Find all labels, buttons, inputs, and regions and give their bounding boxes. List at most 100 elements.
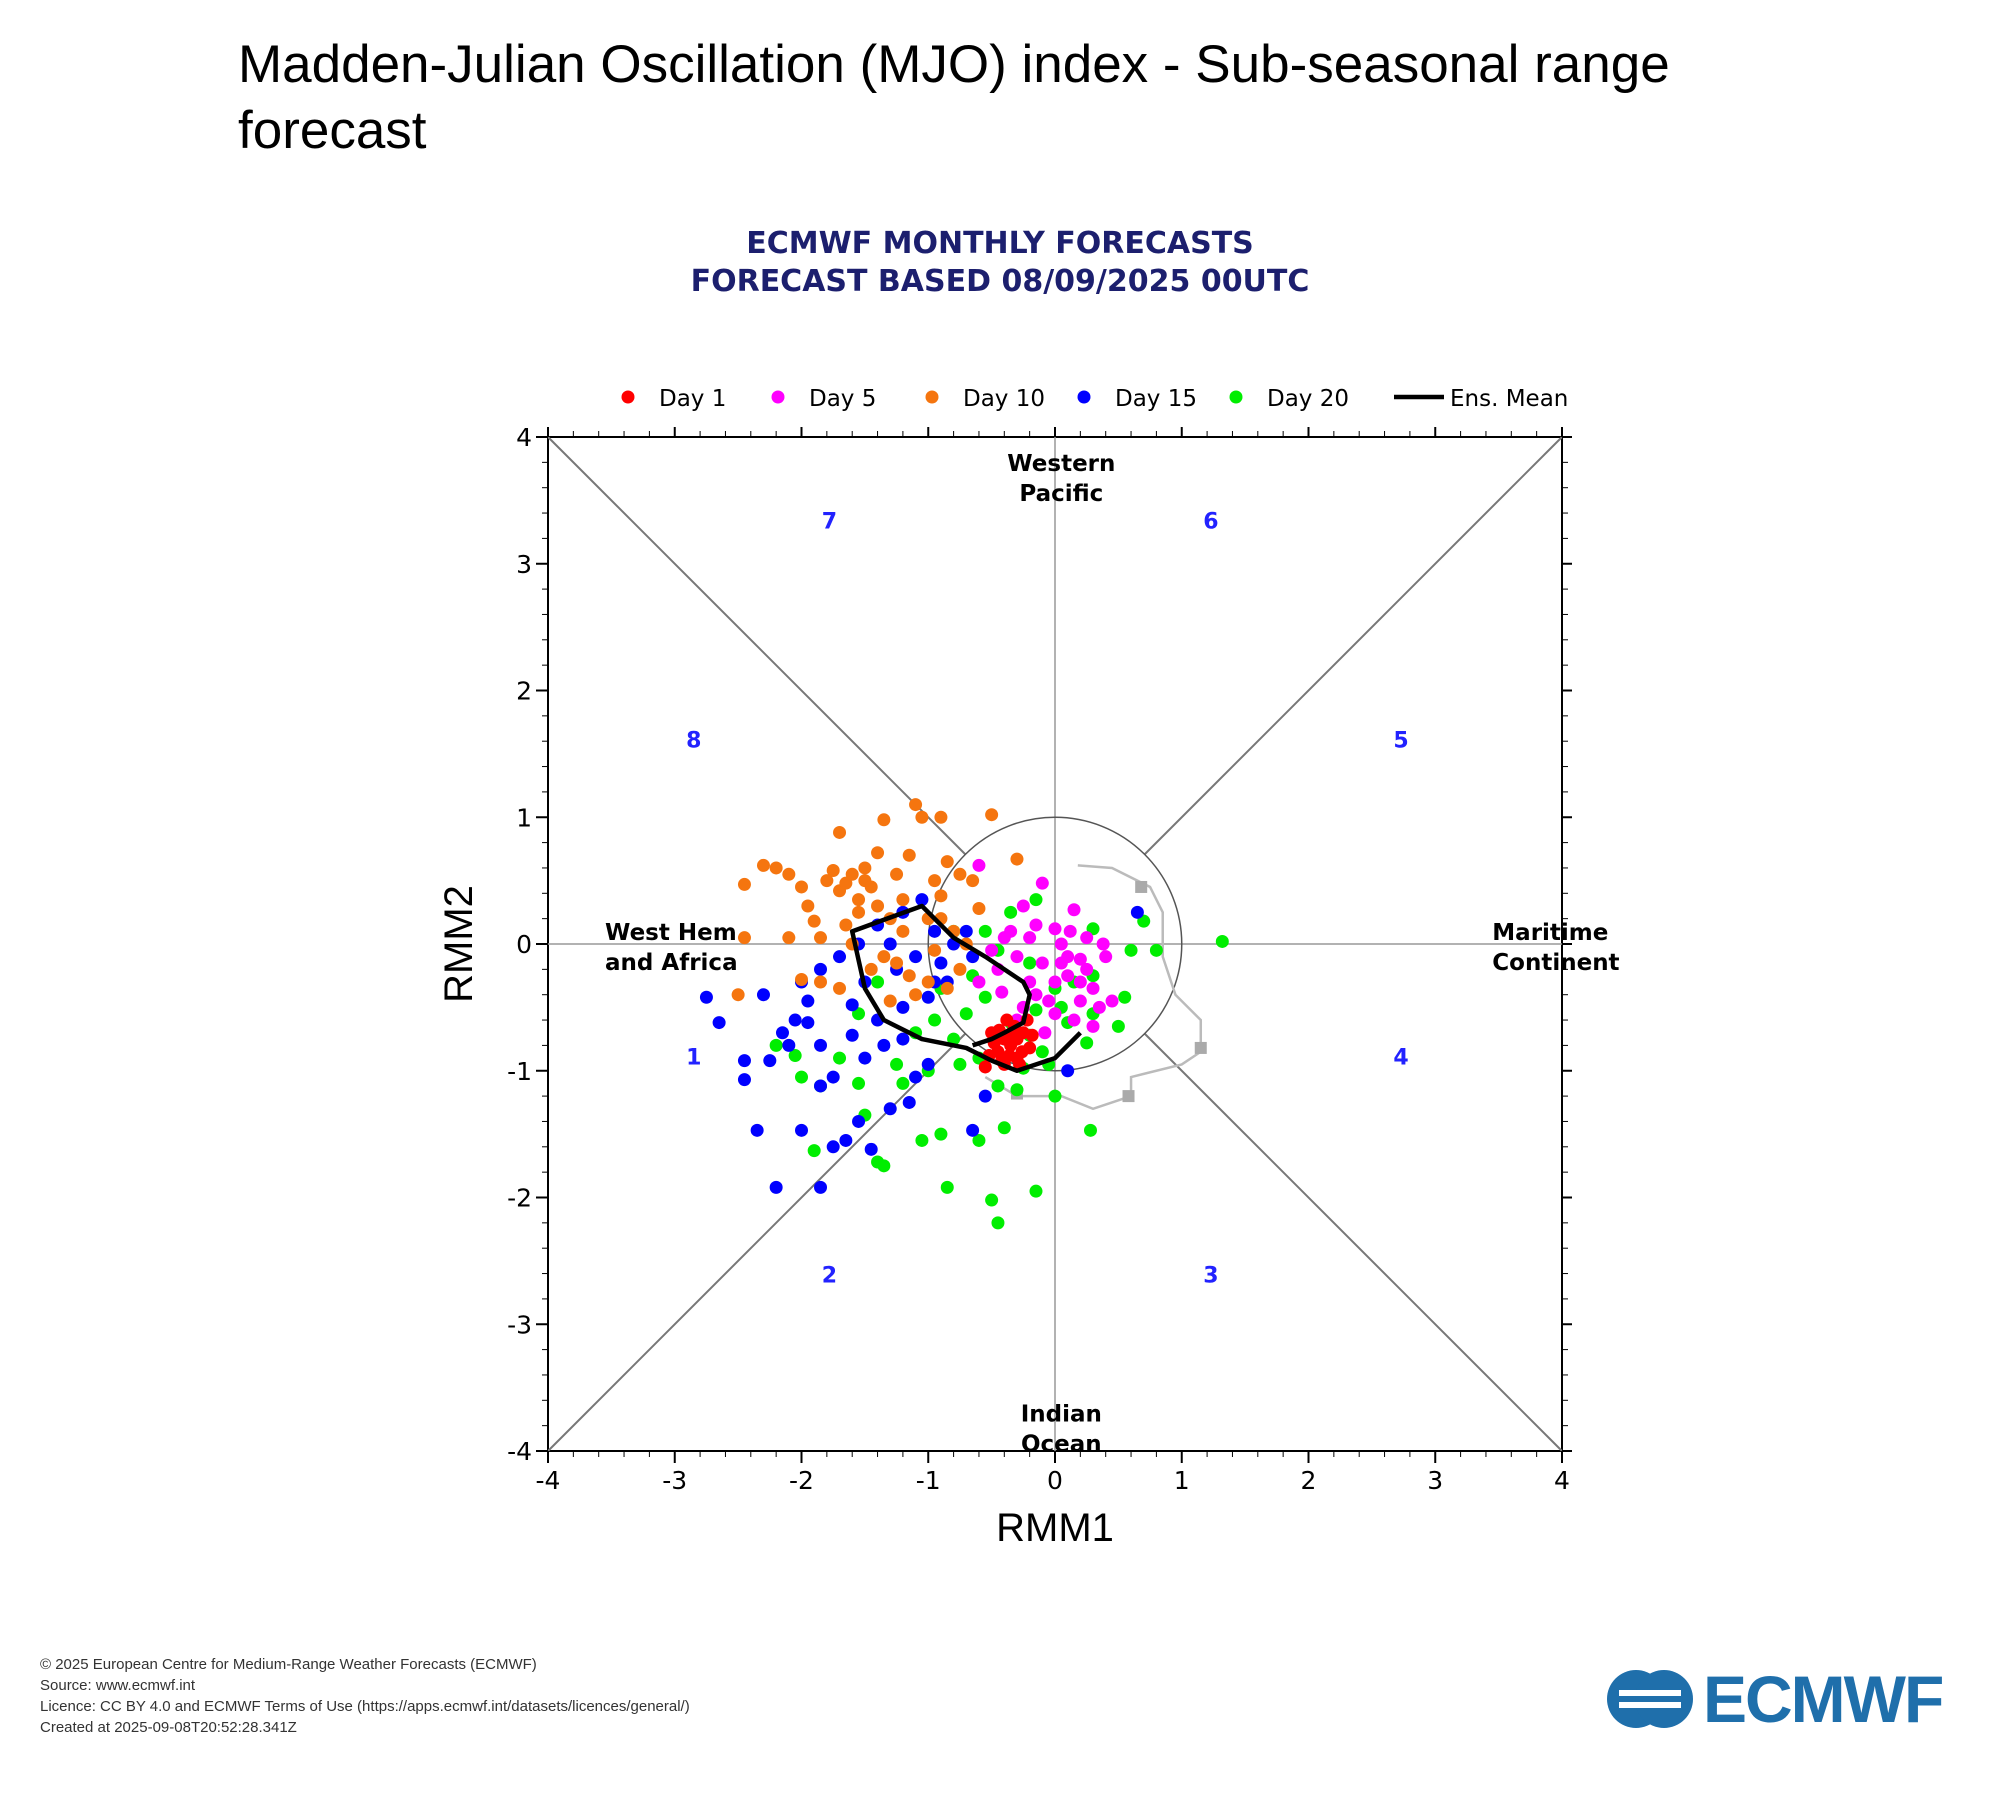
- point: [1124, 943, 1138, 957]
- y-tick-label: 3: [516, 550, 532, 579]
- point: [928, 924, 942, 938]
- point: [1061, 1064, 1075, 1078]
- point: [871, 975, 885, 989]
- chart-subtitle: FORECAST BASED 08/09/2025 00UTC: [690, 264, 1310, 299]
- point: [928, 943, 942, 957]
- point: [782, 867, 796, 881]
- point: [896, 1000, 910, 1014]
- y-tick-label: -3: [507, 1310, 532, 1339]
- point: [896, 924, 910, 938]
- region-label: West Hem.: [605, 920, 745, 946]
- point: [1016, 899, 1030, 913]
- point: [1086, 1019, 1100, 1033]
- point: [921, 990, 935, 1004]
- point: [769, 1038, 783, 1052]
- phase-divider-1: [1143, 436, 1563, 856]
- point: [915, 1133, 929, 1147]
- legend-marker: [771, 390, 785, 404]
- phase-label-3: 3: [1203, 1264, 1218, 1289]
- point: [1025, 1028, 1039, 1042]
- point: [1035, 956, 1049, 970]
- point: [940, 1180, 954, 1194]
- point: [1029, 1003, 1043, 1017]
- point: [934, 889, 948, 903]
- point: [871, 1155, 885, 1169]
- chart-title: ECMWF MONTHLY FORECASTS: [746, 226, 1254, 261]
- point: [934, 956, 948, 970]
- point: [1061, 969, 1075, 983]
- point: [826, 863, 840, 877]
- point: [871, 846, 885, 860]
- point: [1073, 994, 1087, 1008]
- x-tick-label: 1: [1174, 1466, 1190, 1495]
- y-tick-label: -1: [507, 1057, 532, 1086]
- point: [1035, 876, 1049, 890]
- point: [1054, 937, 1068, 951]
- point: [871, 899, 885, 913]
- point: [995, 985, 1009, 999]
- point: [902, 848, 916, 862]
- point: [864, 880, 878, 894]
- point: [1130, 905, 1144, 919]
- point: [1048, 1007, 1062, 1021]
- point: [737, 877, 751, 891]
- point: [826, 1070, 840, 1084]
- point: [991, 1079, 1005, 1093]
- point: [1004, 924, 1018, 938]
- legend-marker: [1229, 390, 1243, 404]
- region-label: Indian: [1021, 1402, 1102, 1428]
- point: [833, 981, 847, 995]
- point: [775, 1026, 789, 1040]
- y-tick-label: -4: [507, 1437, 532, 1466]
- point: [883, 994, 897, 1008]
- point: [1105, 994, 1119, 1008]
- point: [1073, 975, 1087, 989]
- point: [940, 981, 954, 995]
- y-tick-label: 1: [516, 803, 532, 832]
- point: [1029, 918, 1043, 932]
- point: [1083, 1123, 1097, 1137]
- region-label: Ocean: [1021, 1432, 1102, 1458]
- point: [864, 962, 878, 976]
- point: [972, 1133, 986, 1147]
- point: [915, 810, 929, 824]
- point: [972, 975, 986, 989]
- point: [788, 1013, 802, 1027]
- point: [978, 990, 992, 1004]
- point: [947, 1032, 961, 1046]
- x-tick-label: 4: [1554, 1466, 1570, 1495]
- point: [795, 880, 808, 894]
- point: [1118, 990, 1132, 1004]
- point: [795, 1070, 808, 1084]
- point: [795, 1123, 808, 1137]
- point: [833, 1051, 847, 1065]
- y-tick-label: 0: [516, 930, 532, 959]
- legend-item-day-5: Day 5: [771, 386, 876, 412]
- point: [807, 1144, 821, 1158]
- point: [1067, 903, 1081, 917]
- y-tick-label: 4: [516, 423, 532, 452]
- point: [814, 1180, 828, 1194]
- phase-divider-4: [1143, 1032, 1563, 1452]
- footer: © 2025 European Centre for Medium-Range …: [40, 1654, 690, 1738]
- point: [991, 1216, 1005, 1230]
- point: [814, 962, 828, 976]
- point: [858, 1051, 872, 1065]
- point: [801, 899, 815, 913]
- point: [1080, 1036, 1094, 1050]
- legend-item-day-15: Day 15: [1077, 386, 1197, 412]
- point: [877, 950, 891, 964]
- point: [909, 950, 923, 964]
- ensemble-mean-line: [849, 903, 1082, 1073]
- point: [1023, 956, 1037, 970]
- series-day-15: [699, 893, 1144, 1194]
- point: [788, 1049, 802, 1063]
- point: [814, 931, 828, 945]
- point: [737, 1054, 751, 1068]
- point: [1004, 905, 1018, 919]
- point: [915, 893, 929, 907]
- point: [896, 1032, 910, 1046]
- point: [1029, 1184, 1043, 1198]
- point: [1054, 956, 1068, 970]
- footer-created: Created at 2025-09-08T20:52:28.341Z: [40, 1719, 297, 1736]
